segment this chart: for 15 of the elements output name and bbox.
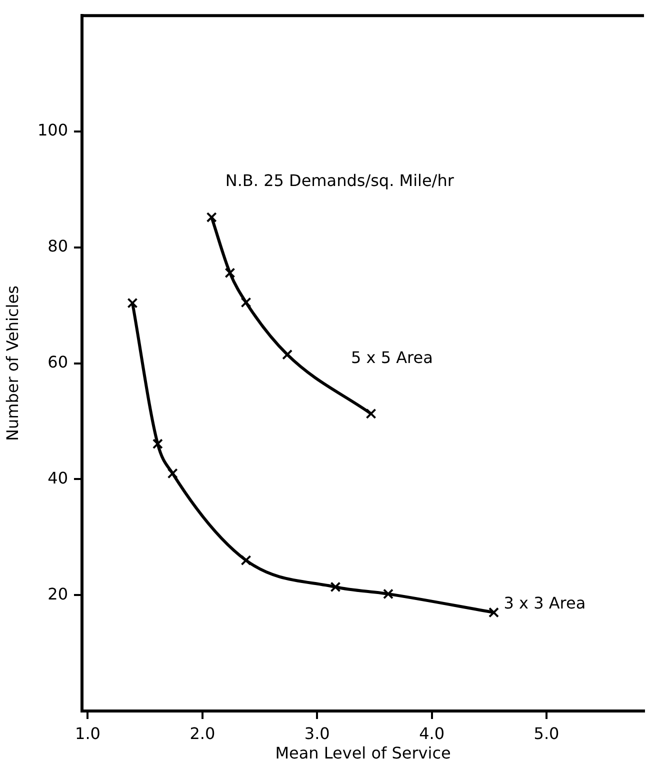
x-tick-label: 5.0 bbox=[534, 724, 560, 743]
series-label: 5 x 5 Area bbox=[351, 348, 433, 367]
x-tick-label: 2.0 bbox=[190, 724, 216, 743]
annotation: N.B. 25 Demands/sq. Mile/hr bbox=[225, 170, 454, 190]
y-tick-label: 100 bbox=[37, 120, 68, 140]
y-axis-title: Number of Vehicles bbox=[2, 286, 22, 442]
y-tick-label: 80 bbox=[48, 236, 68, 256]
x-axis-title: Mean Level of Service bbox=[275, 744, 451, 763]
x-tick-label: 4.0 bbox=[419, 724, 445, 743]
y-tick-label: 60 bbox=[48, 352, 68, 372]
x-tick-label: 3.0 bbox=[304, 724, 330, 743]
y-tick-label: 20 bbox=[48, 584, 68, 604]
y-tick-label: 40 bbox=[48, 468, 68, 488]
x-tick-label: 1.0 bbox=[75, 724, 100, 743]
series-label: 3 x 3 Area bbox=[504, 594, 586, 613]
